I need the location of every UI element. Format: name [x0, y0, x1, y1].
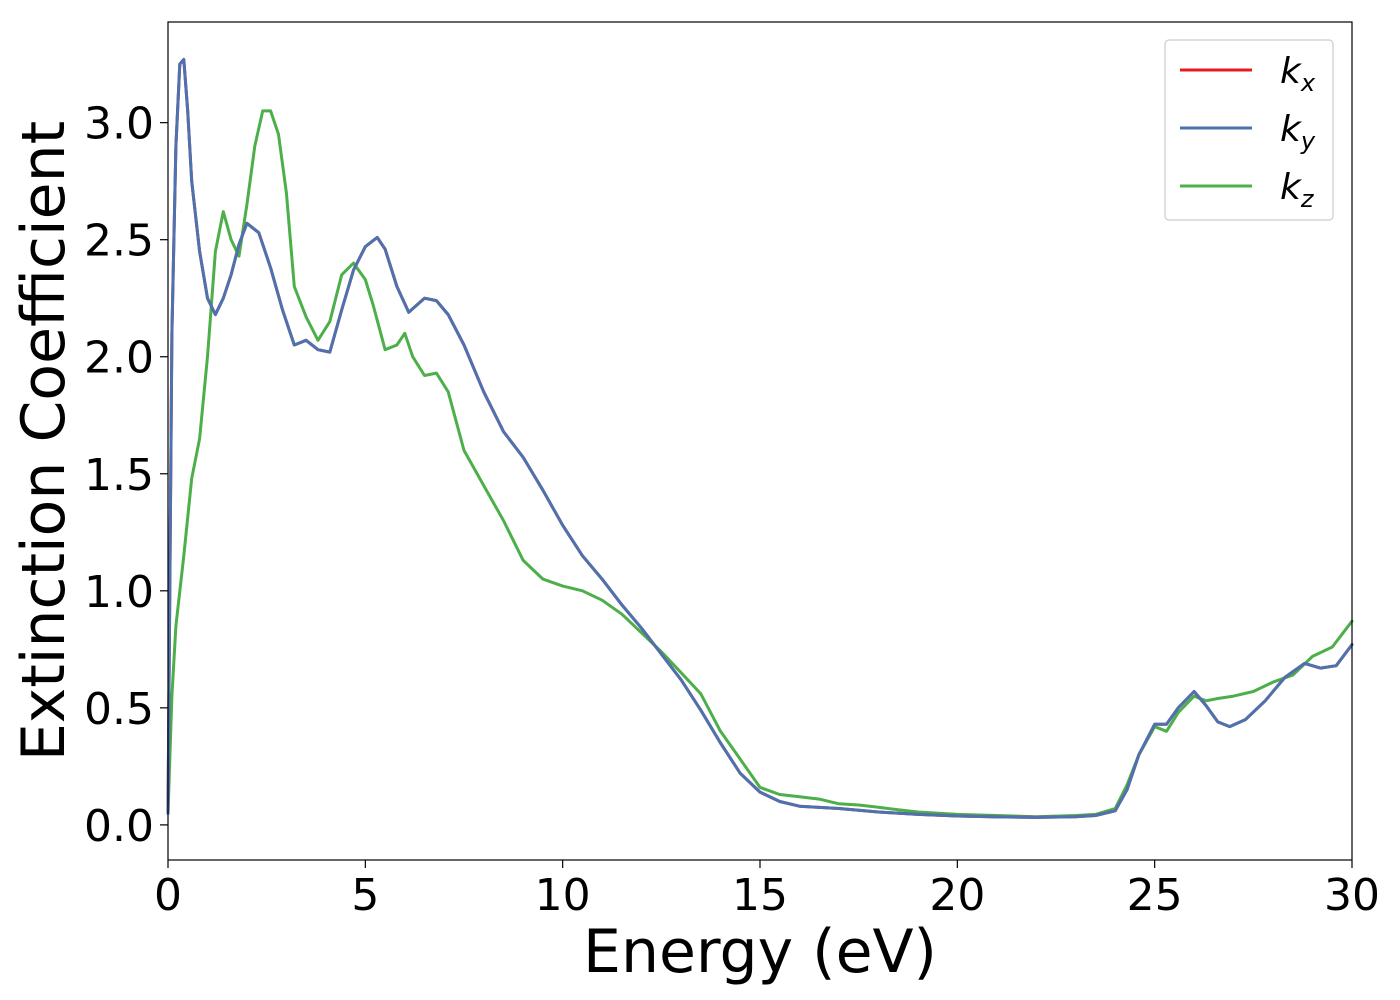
- y-tick-label: 3.0: [84, 99, 154, 150]
- legend-label-kx: kx: [1280, 51, 1316, 97]
- x-tick-label: 0: [154, 870, 182, 921]
- y-tick-label: 2.0: [84, 333, 154, 384]
- y-tick-label: 1.5: [84, 450, 154, 501]
- x-tick-label: 15: [732, 870, 788, 921]
- legend-box: [1164, 39, 1334, 221]
- y-axis: 0.0 0.5 1.0 1.5 2.0 2.5 3.0: [84, 99, 168, 852]
- x-tick-label: 25: [1127, 870, 1183, 921]
- legend-label-subscript: z: [1300, 185, 1315, 213]
- x-tick-label: 10: [535, 870, 591, 921]
- x-tick-label: 30: [1324, 870, 1380, 921]
- series-line-ky: [166, 58, 1354, 819]
- x-axis-label: Energy (eV): [583, 917, 937, 987]
- legend-label-ky: ky: [1280, 109, 1316, 155]
- y-tick-label: 2.5: [84, 216, 154, 267]
- legend-label-base: k: [1280, 167, 1303, 208]
- legend-label-kz: kz: [1280, 167, 1315, 213]
- x-axis: 0 5 10 15 20 25 30: [154, 860, 1380, 921]
- plot-lines: [166, 58, 1354, 819]
- legend-label-base: k: [1280, 51, 1303, 92]
- y-tick-label: 1.0: [84, 567, 154, 618]
- x-tick-label: 20: [929, 870, 985, 921]
- y-tick-label: 0.0: [84, 801, 154, 852]
- legend-label-base: k: [1280, 109, 1303, 150]
- y-axis-label: Extinction Coefficient: [9, 121, 79, 761]
- legend-label-subscript: y: [1300, 127, 1316, 155]
- x-tick-label: 5: [351, 870, 379, 921]
- legend-label-subscript: x: [1300, 69, 1316, 97]
- y-tick-label: 0.5: [84, 684, 154, 735]
